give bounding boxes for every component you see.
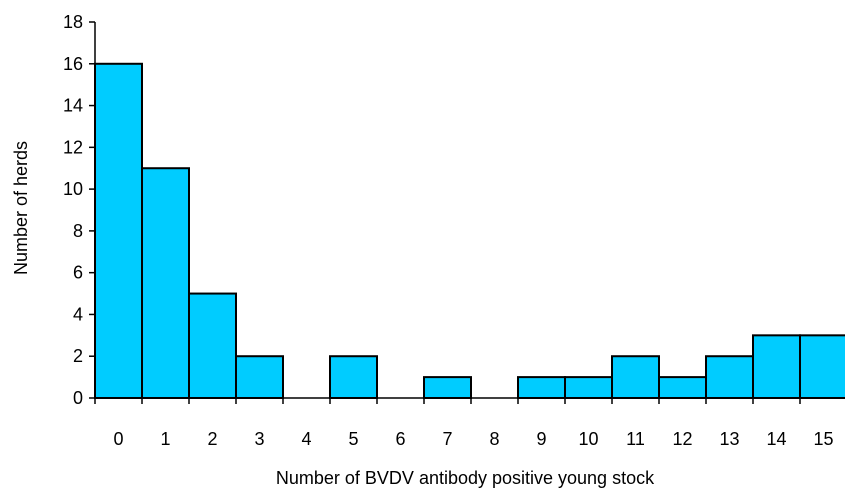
bar-9: [517, 376, 566, 400]
x-tick-label-10: 10: [578, 429, 598, 449]
y-tick-label: 8: [73, 221, 83, 241]
y-tick-label: 2: [73, 346, 83, 366]
bar-15: [799, 334, 845, 400]
y-tick-label: 10: [63, 179, 83, 199]
x-tick-label-5: 5: [348, 429, 358, 449]
x-tick-label-13: 13: [719, 429, 739, 449]
x-tick-label-9: 9: [536, 429, 546, 449]
y-tick-label: 18: [63, 12, 83, 32]
bar-14: [752, 334, 801, 400]
x-tick-label-6: 6: [395, 429, 405, 449]
bar-3: [235, 355, 284, 400]
x-ticks-group: 0 1 2 3 4 5 6 7 8 9 10 11 12 13 14 15: [94, 398, 834, 449]
x-tick-label-7: 7: [442, 429, 452, 449]
x-tick-label-14: 14: [766, 429, 786, 449]
bar-7: [423, 376, 472, 400]
x-tick-label-3: 3: [254, 429, 264, 449]
x-tick-label-1: 1: [160, 429, 170, 449]
x-axis-title: Number of BVDV antibody positive young s…: [276, 468, 655, 488]
bar-2: [188, 292, 237, 399]
bar-1: [141, 167, 190, 399]
bar-13: [705, 355, 754, 400]
x-tick-label-4: 4: [301, 429, 311, 449]
x-tick-label-2: 2: [207, 429, 217, 449]
bar-0: [94, 62, 143, 400]
bar-10: [564, 376, 613, 400]
bar-5: [329, 355, 378, 400]
bars-group: [94, 62, 845, 400]
y-tick-label: 6: [73, 263, 83, 283]
y-tick-label: 16: [63, 54, 83, 74]
bar-11: [611, 355, 660, 400]
y-tick-label: 14: [63, 96, 83, 116]
y-ticks-group: 0 2 4 6 8 10 12 14 16 18: [63, 12, 95, 408]
x-tick-label-11: 11: [626, 429, 645, 449]
x-tick-label-15: 15: [813, 429, 833, 449]
y-tick-label: 0: [73, 388, 83, 408]
x-tick-label-12: 12: [672, 429, 692, 449]
bar-12: [658, 376, 707, 400]
x-tick-label-8: 8: [489, 429, 499, 449]
x-tick-label-0: 0: [113, 429, 123, 449]
y-tick-label: 4: [73, 304, 83, 324]
y-axis-title: Number of herds: [11, 141, 31, 275]
y-tick-label: 12: [63, 137, 83, 157]
